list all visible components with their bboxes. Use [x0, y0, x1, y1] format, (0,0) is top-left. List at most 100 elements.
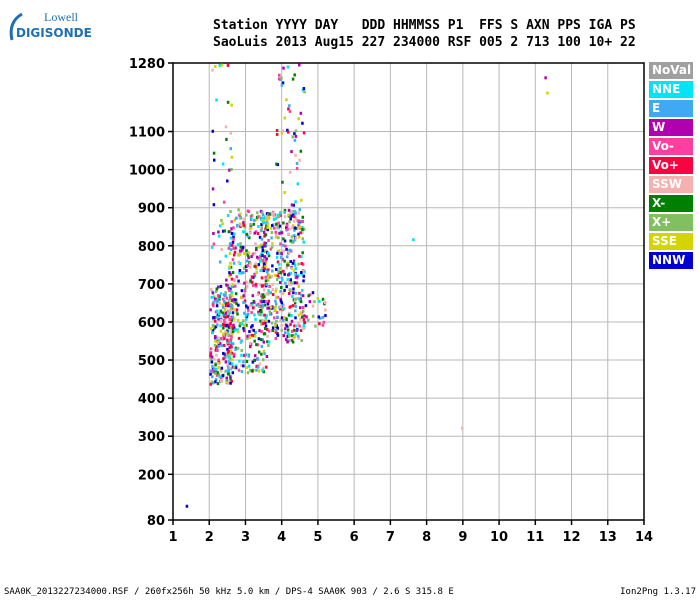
data-point	[262, 322, 265, 326]
data-point	[286, 263, 289, 267]
data-point	[242, 230, 245, 234]
data-point	[249, 226, 253, 230]
logo-lowell-text: Lowell	[44, 10, 78, 24]
data-point	[235, 308, 239, 312]
y-tick-label: 600	[138, 316, 165, 331]
data-point	[226, 284, 229, 288]
data-point	[290, 319, 294, 323]
data-point	[285, 255, 289, 259]
data-point	[308, 300, 312, 304]
y-tick-label: 300	[138, 430, 165, 445]
data-point	[226, 179, 229, 183]
data-point	[286, 332, 290, 336]
data-point	[287, 232, 291, 236]
data-point	[260, 223, 263, 227]
y-tick-label: 1280	[129, 57, 165, 72]
data-point	[245, 280, 249, 284]
data-point	[252, 275, 255, 279]
data-point	[288, 104, 291, 108]
data-point	[263, 352, 266, 356]
data-point	[256, 357, 260, 361]
data-point	[249, 341, 252, 345]
data-point	[313, 300, 316, 304]
data-point	[291, 261, 295, 265]
data-point	[286, 340, 289, 344]
data-point	[285, 318, 288, 322]
data-point	[317, 315, 321, 319]
data-point	[291, 226, 294, 230]
data-point	[296, 182, 300, 186]
data-point	[230, 103, 233, 107]
data-point	[229, 287, 232, 291]
data-point	[258, 362, 262, 366]
data-point	[260, 237, 264, 241]
data-point	[253, 300, 256, 304]
data-point	[314, 324, 317, 328]
y-tick-label: 80	[147, 514, 165, 529]
data-point	[261, 368, 265, 372]
data-point	[227, 365, 230, 369]
data-point	[269, 305, 273, 309]
data-point	[229, 299, 232, 303]
data-point	[318, 299, 321, 303]
data-point	[224, 307, 227, 311]
y-tick-label: 900	[138, 202, 165, 217]
data-point	[276, 225, 279, 229]
data-point	[249, 214, 253, 218]
data-point	[226, 338, 229, 342]
data-point	[226, 324, 230, 328]
data-point	[230, 232, 234, 236]
data-point	[217, 317, 220, 321]
y-tick-label: 700	[138, 278, 165, 293]
data-point	[230, 316, 233, 320]
data-point	[245, 265, 248, 269]
data-point	[225, 324, 228, 328]
data-point	[287, 273, 290, 277]
data-point	[231, 342, 235, 346]
data-point	[217, 312, 221, 316]
data-point	[291, 334, 294, 338]
data-point	[266, 270, 269, 274]
data-point	[234, 348, 237, 352]
data-point	[279, 318, 282, 322]
data-point	[299, 293, 303, 297]
data-point	[303, 320, 306, 324]
x-tick-label: 14	[635, 530, 653, 545]
data-point	[229, 352, 232, 356]
data-point	[262, 230, 266, 234]
data-point	[230, 379, 233, 383]
data-point	[279, 271, 283, 275]
data-point	[290, 329, 294, 333]
data-point	[229, 272, 232, 276]
data-point	[264, 242, 268, 246]
data-point	[213, 357, 216, 361]
data-point	[258, 313, 262, 317]
data-point	[246, 285, 249, 289]
data-point	[222, 326, 225, 330]
data-point	[209, 382, 212, 386]
data-point	[224, 311, 228, 315]
y-tick-label: 1100	[129, 126, 165, 141]
data-point	[229, 307, 233, 311]
data-point	[216, 323, 219, 327]
data-point	[267, 268, 270, 272]
data-point	[221, 229, 225, 233]
data-point	[219, 368, 223, 372]
data-point	[239, 216, 242, 220]
data-point	[223, 309, 226, 313]
data-point	[279, 305, 282, 309]
data-point	[254, 317, 257, 321]
data-point	[295, 166, 299, 170]
data-point	[278, 262, 281, 266]
data-point	[214, 65, 217, 69]
data-point	[295, 324, 298, 328]
data-point	[238, 324, 242, 328]
data-point	[271, 269, 274, 273]
data-point	[255, 270, 258, 274]
data-point	[230, 307, 234, 311]
data-point	[228, 318, 231, 322]
data-point	[278, 211, 282, 215]
data-point	[264, 318, 267, 322]
data-point	[214, 310, 218, 314]
data-point	[223, 321, 226, 325]
